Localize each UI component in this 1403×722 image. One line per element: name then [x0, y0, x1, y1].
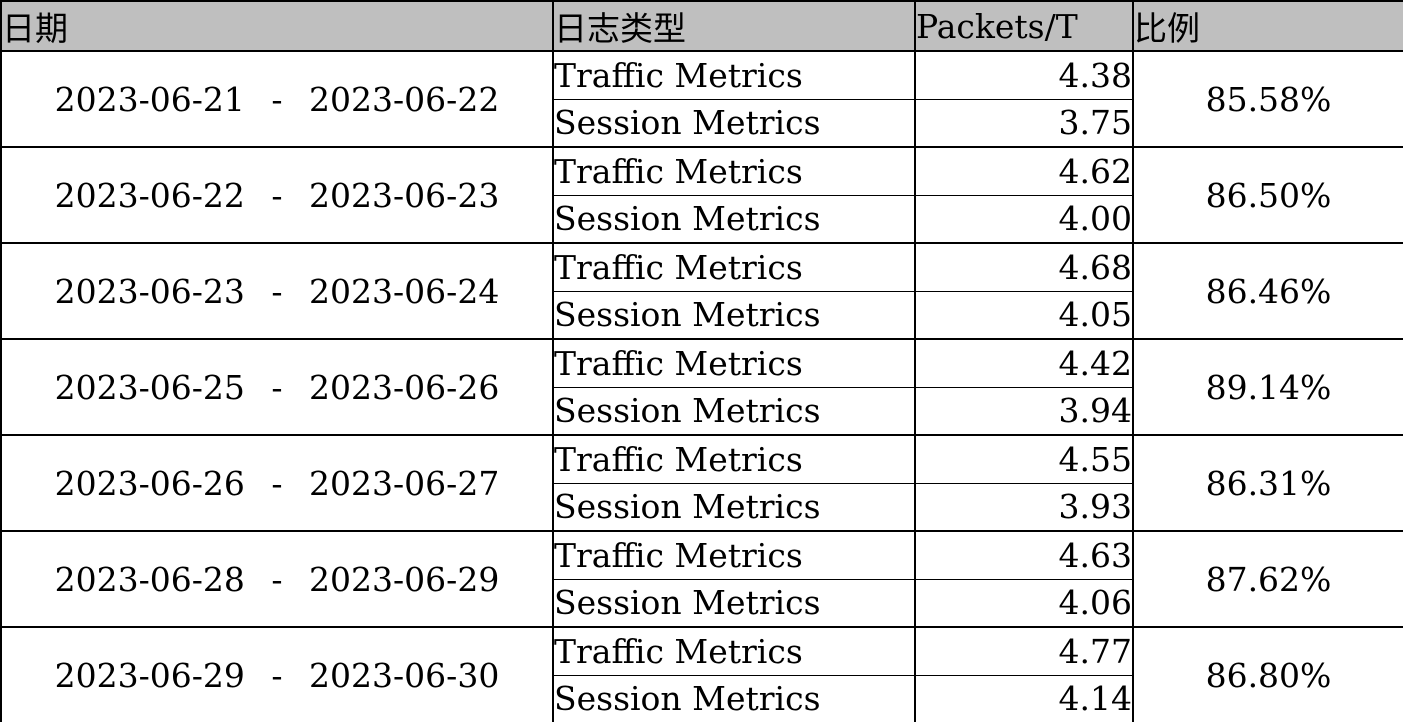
- header-packets: Packets/T: [914, 0, 1134, 52]
- table-row: 2023-06-26 - 2023-06-27 Traffic Metrics …: [0, 434, 1403, 532]
- packets-value-cell: 3.75: [914, 98, 1134, 148]
- packets-value-cell: 3.94: [914, 386, 1134, 436]
- ratio-cell: 86.50%: [1132, 146, 1403, 244]
- log-type-cell: Traffic Metrics: [552, 434, 916, 484]
- log-type-cell: Session Metrics: [552, 98, 916, 148]
- table-row: Session Metrics 3.93: [1, 482, 1403, 532]
- log-type-cell: Session Metrics: [552, 482, 916, 532]
- log-type-cell: Traffic Metrics: [552, 626, 916, 676]
- packets-value-cell: 4.14: [914, 674, 1134, 722]
- packets-value-cell: 4.05: [914, 290, 1134, 340]
- table-row: Session Metrics 4.14: [1, 674, 1403, 722]
- packets-value-cell: 4.42: [914, 338, 1134, 388]
- table-row: 2023-06-21 - 2023-06-22 Traffic Metrics …: [0, 50, 1403, 148]
- header-row: 日期 日志类型 Packets/T 比例: [0, 0, 1403, 52]
- date-cell: 2023-06-26 - 2023-06-27: [0, 434, 554, 532]
- table-row: Session Metrics 4.06: [1, 578, 1403, 628]
- table-row: 2023-06-25 - 2023-06-26 Traffic Metrics …: [0, 338, 1403, 436]
- date-cell: 2023-06-22 - 2023-06-23: [0, 146, 554, 244]
- ratio-cell: 86.46%: [1132, 242, 1403, 340]
- date-cell: 2023-06-28 - 2023-06-29: [0, 530, 554, 628]
- date-cell: 2023-06-21 - 2023-06-22: [0, 50, 554, 148]
- table-row: Session Metrics 3.94: [1, 386, 1403, 436]
- log-type-cell: Session Metrics: [552, 386, 916, 436]
- packets-value-cell: 4.63: [914, 530, 1134, 580]
- header-ratio: 比例: [1132, 0, 1403, 52]
- table-row: Session Metrics 4.00: [1, 194, 1403, 244]
- packets-value-cell: 4.55: [914, 434, 1134, 484]
- date-cell: 2023-06-29 - 2023-06-30: [0, 626, 554, 722]
- ratio-cell: 86.31%: [1132, 434, 1403, 532]
- packets-value-cell: 4.06: [914, 578, 1134, 628]
- packets-value-cell: 4.00: [914, 194, 1134, 244]
- header-date: 日期: [0, 0, 554, 52]
- header-log-type: 日志类型: [552, 0, 916, 52]
- log-type-cell: Traffic Metrics: [552, 242, 916, 292]
- date-cell: 2023-06-23 - 2023-06-24: [0, 242, 554, 340]
- log-type-cell: Session Metrics: [552, 194, 916, 244]
- table-row: 2023-06-28 - 2023-06-29 Traffic Metrics …: [0, 530, 1403, 628]
- table-row: 2023-06-23 - 2023-06-24 Traffic Metrics …: [0, 242, 1403, 340]
- log-type-cell: Session Metrics: [552, 674, 916, 722]
- packets-value-cell: 4.62: [914, 146, 1134, 196]
- packets-value-cell: 3.93: [914, 482, 1134, 532]
- packets-value-cell: 4.68: [914, 242, 1134, 292]
- ratio-cell: 85.58%: [1132, 50, 1403, 148]
- packets-value-cell: 4.77: [914, 626, 1134, 676]
- table-row: 2023-06-22 - 2023-06-23 Traffic Metrics …: [0, 146, 1403, 244]
- date-cell: 2023-06-25 - 2023-06-26: [0, 338, 554, 436]
- log-type-cell: Traffic Metrics: [552, 146, 916, 196]
- ratio-cell: 89.14%: [1132, 338, 1403, 436]
- ratio-cell: 86.80%: [1132, 626, 1403, 722]
- table-row: Session Metrics 4.05: [1, 290, 1403, 340]
- log-type-cell: Traffic Metrics: [552, 530, 916, 580]
- log-type-cell: Session Metrics: [552, 578, 916, 628]
- ratio-cell: 87.62%: [1132, 530, 1403, 628]
- log-type-cell: Traffic Metrics: [552, 338, 916, 388]
- log-type-cell: Traffic Metrics: [552, 50, 916, 100]
- table-row: 2023-06-29 - 2023-06-30 Traffic Metrics …: [0, 626, 1403, 722]
- packets-value-cell: 4.38: [914, 50, 1134, 100]
- table-row: Session Metrics 3.75: [1, 98, 1403, 148]
- log-type-cell: Session Metrics: [552, 290, 916, 340]
